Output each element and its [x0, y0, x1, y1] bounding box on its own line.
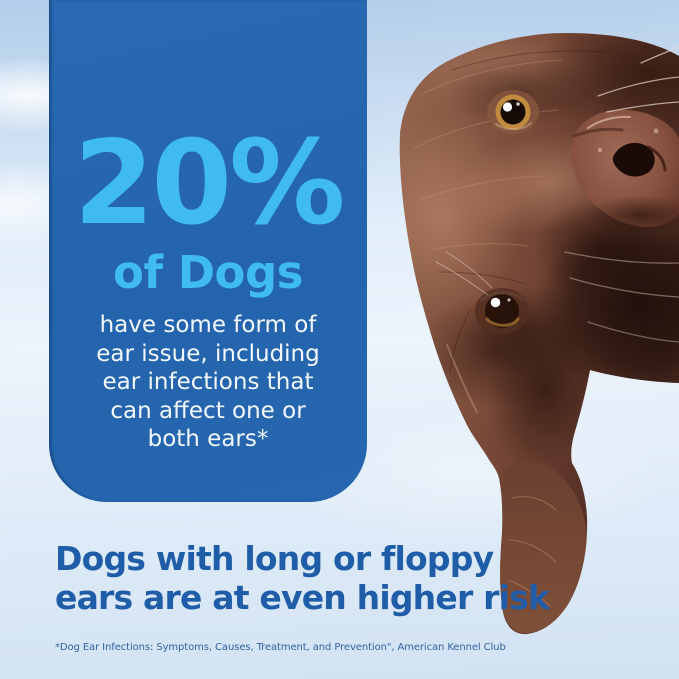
dog-eye-upper — [487, 90, 539, 134]
stat-value: 20% — [73, 116, 346, 251]
stat-card: 20% of Dogs have some form of ear issue,… — [49, 0, 367, 502]
dog-eye-lower — [435, 251, 529, 334]
stat-description-line: both ears* — [147, 426, 269, 453]
stat-description-line: ear issue, including — [96, 340, 320, 367]
stat-subject: of Dogs — [113, 246, 303, 299]
dog-whiskers — [564, 46, 679, 343]
headline: Dogs with long or floppy ears are at eve… — [55, 539, 615, 618]
headline-line: ears are at even higher risk — [55, 577, 550, 617]
stat-description-line: can affect one or — [110, 397, 306, 424]
dog-nose — [571, 109, 679, 235]
headline-line: Dogs with long or floppy — [55, 539, 494, 578]
dog-nostril — [612, 142, 655, 177]
stat-description-line: have some form of — [99, 312, 317, 338]
footnote-citation: *Dog Ear Infections: Symptoms, Causes, T… — [55, 642, 506, 653]
stat-description-line: ear infections that — [102, 369, 314, 396]
stat-description: have some form of ear issue, including e… — [61, 311, 355, 454]
